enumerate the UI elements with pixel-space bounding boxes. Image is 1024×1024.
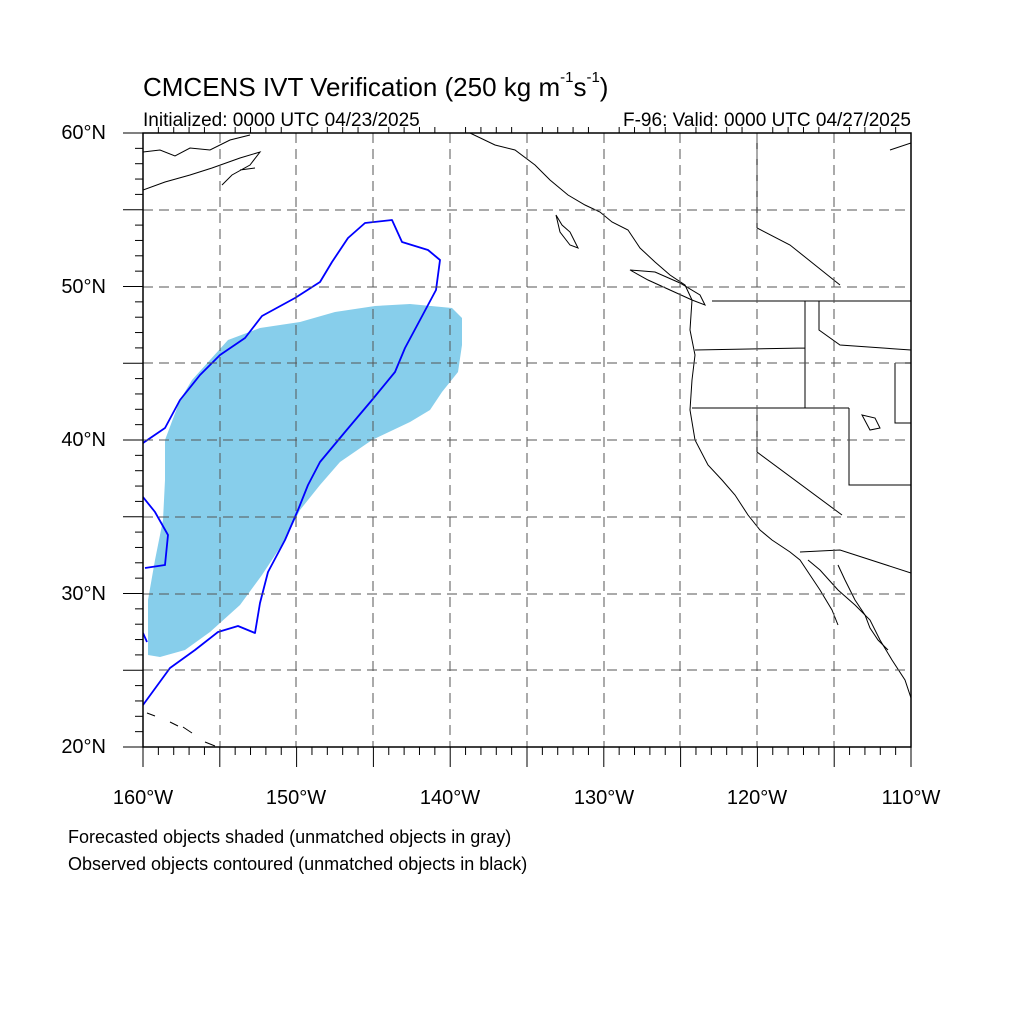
baja-california bbox=[837, 564, 889, 651]
forecast-ivt-object bbox=[148, 304, 462, 657]
caption-forecast: Forecasted objects shaded (unmatched obj… bbox=[68, 827, 512, 847]
caption-observed: Observed objects contoured (unmatched ob… bbox=[68, 854, 528, 874]
observed-ivt-contour bbox=[143, 219, 441, 706]
canada-interior-border bbox=[756, 133, 911, 286]
lat-label-60n: 60°N bbox=[61, 122, 106, 144]
lat-label-50n: 50°N bbox=[61, 276, 106, 298]
figure-title: CMCENS IVT Verification (250 kg m-1s-1) bbox=[143, 69, 609, 102]
hawaii-islands bbox=[146, 712, 216, 747]
lon-label-150w: 150°W bbox=[265, 787, 327, 809]
vancouver-island bbox=[629, 269, 707, 306]
lon-label-120w: 120°W bbox=[726, 787, 788, 809]
great-salt-lake bbox=[861, 414, 881, 431]
lon-label-130w: 130°W bbox=[573, 787, 635, 809]
north-america-coastline bbox=[469, 133, 911, 699]
alaska-coastline bbox=[143, 134, 262, 191]
lat-label-40n: 40°N bbox=[61, 429, 106, 451]
initialized-time: Initialized: 0000 UTC 04/23/2025 bbox=[143, 110, 420, 131]
valid-time: F-96: Valid: 0000 UTC 04/27/2025 bbox=[623, 110, 911, 131]
axis-ticks bbox=[123, 127, 912, 767]
lon-label-110w: 110°W bbox=[881, 787, 941, 809]
lon-label-140w: 140°W bbox=[419, 787, 481, 809]
observed-ivt-contour-west bbox=[143, 496, 169, 569]
haida-gwaii-island bbox=[555, 214, 580, 249]
lat-label-30n: 30°N bbox=[61, 583, 106, 605]
lon-label-160w: 160°W bbox=[112, 787, 174, 809]
lat-label-20n: 20°N bbox=[61, 736, 106, 758]
gridlines bbox=[143, 133, 911, 747]
state-borders bbox=[692, 301, 911, 574]
